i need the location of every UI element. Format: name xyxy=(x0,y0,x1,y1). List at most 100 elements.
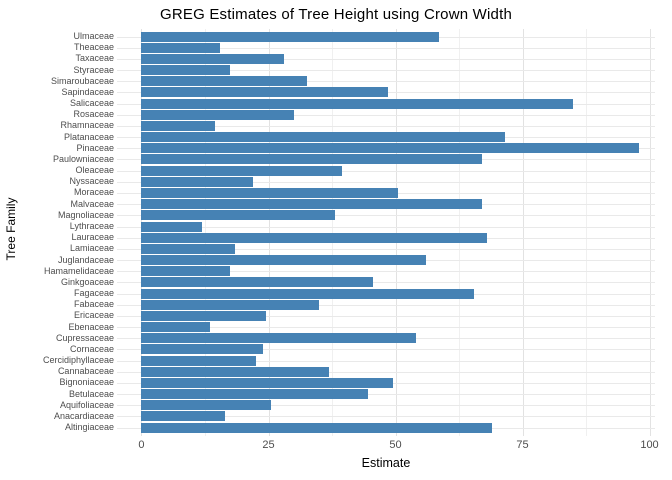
category-label: Salicaceae xyxy=(69,98,114,109)
x-tick-label: 50 xyxy=(389,439,402,451)
bar xyxy=(141,266,231,277)
bar xyxy=(141,355,256,366)
bar-row xyxy=(117,389,655,400)
category-label: Altingiaceae xyxy=(64,422,114,433)
bar-row xyxy=(117,199,655,210)
bar-row xyxy=(117,176,655,187)
bar-row xyxy=(117,366,655,377)
row-gridline xyxy=(117,315,655,317)
category-label: Cercidiphyllaceae xyxy=(42,355,114,366)
bar-row xyxy=(117,132,655,143)
category-label: Fabaceae xyxy=(73,299,114,310)
category-label: Ebenaceae xyxy=(68,321,114,332)
bar-row xyxy=(117,377,655,388)
category-label: Ulmaceae xyxy=(73,31,114,42)
bar-row xyxy=(117,299,655,310)
category-label: Styraceae xyxy=(73,64,114,75)
bar-row xyxy=(117,210,655,221)
category-label: Sapindaceae xyxy=(61,86,114,97)
bar xyxy=(141,65,231,76)
row-gridline xyxy=(117,125,655,127)
bar-row xyxy=(117,277,655,288)
category-label: Taxaceae xyxy=(75,53,114,64)
row-gridline xyxy=(117,248,655,250)
bar-row xyxy=(117,310,655,321)
category-label: Ericaceae xyxy=(73,310,114,321)
bar-row xyxy=(117,422,655,433)
x-axis-title: Estimate xyxy=(361,456,411,470)
bar xyxy=(141,53,284,64)
bar-rows xyxy=(117,31,655,433)
bar-row xyxy=(117,165,655,176)
bar-row xyxy=(117,243,655,254)
gridline-minor xyxy=(332,29,333,436)
bar-row xyxy=(117,355,655,366)
row-gridline xyxy=(117,226,655,228)
bar xyxy=(141,31,439,42)
row-gridline xyxy=(117,360,655,362)
bar xyxy=(141,132,505,143)
row-gridline xyxy=(117,271,655,273)
bar xyxy=(141,310,266,321)
bar xyxy=(141,400,272,411)
x-tick-label: 75 xyxy=(516,439,529,451)
bar-row xyxy=(117,187,655,198)
category-label: Bignoniaceae xyxy=(59,377,114,388)
bar xyxy=(141,76,307,87)
row-gridline xyxy=(117,327,655,329)
x-tick-label: 0 xyxy=(138,439,145,451)
category-label: Paulowniaceae xyxy=(52,153,114,164)
bar xyxy=(141,422,492,433)
gridline-minor xyxy=(459,29,460,436)
category-label: Rosaceae xyxy=(73,109,114,120)
row-gridline xyxy=(117,58,655,60)
bar-row xyxy=(117,53,655,64)
bar xyxy=(141,187,399,198)
row-gridline xyxy=(117,304,655,306)
category-label: Malvaceae xyxy=(70,198,114,209)
row-gridline xyxy=(117,181,655,183)
bar-row xyxy=(117,321,655,333)
bar xyxy=(141,109,294,120)
category-label: Nyssaceae xyxy=(69,176,114,187)
bar-row xyxy=(117,42,655,53)
bar xyxy=(141,344,264,355)
bar xyxy=(141,42,221,53)
bar-row xyxy=(117,31,655,42)
category-label: Theaceae xyxy=(73,42,114,53)
bar xyxy=(141,165,343,176)
bar xyxy=(141,176,254,187)
bar xyxy=(141,277,373,288)
x-tick-label: 100 xyxy=(640,439,659,451)
bar-row xyxy=(117,221,655,232)
gridline-major xyxy=(649,29,651,436)
bar xyxy=(141,120,216,131)
row-gridline xyxy=(117,405,655,407)
category-label: Hamamelidaceae xyxy=(43,265,114,276)
row-gridline xyxy=(117,170,655,172)
bar-row xyxy=(117,400,655,411)
category-label: Oleaceae xyxy=(75,165,114,176)
category-label: Betulaceae xyxy=(68,388,114,399)
category-label: Cupressaceae xyxy=(55,332,114,343)
category-label: Juglandaceae xyxy=(57,254,114,265)
bar-row xyxy=(117,98,655,109)
bar-row xyxy=(117,143,655,154)
row-gridline xyxy=(117,114,655,116)
bar xyxy=(141,411,226,422)
bar-row xyxy=(117,120,655,131)
bar-row xyxy=(117,232,655,243)
bar-row xyxy=(117,266,655,277)
row-gridline xyxy=(117,394,655,396)
gridline-major xyxy=(395,29,397,436)
bar xyxy=(141,288,475,299)
bar-row xyxy=(117,65,655,76)
bar-row xyxy=(117,344,655,355)
category-label: Lythraceae xyxy=(69,221,114,231)
y-axis-tick-labels: Ulmaceae Theaceae Taxaceae Styraceae Simarou… xyxy=(14,31,114,433)
bar xyxy=(141,299,320,310)
bar xyxy=(141,377,393,388)
category-label: Magnoliaceae xyxy=(57,209,114,220)
gridline-minor xyxy=(204,29,206,436)
bar-row xyxy=(117,154,655,165)
